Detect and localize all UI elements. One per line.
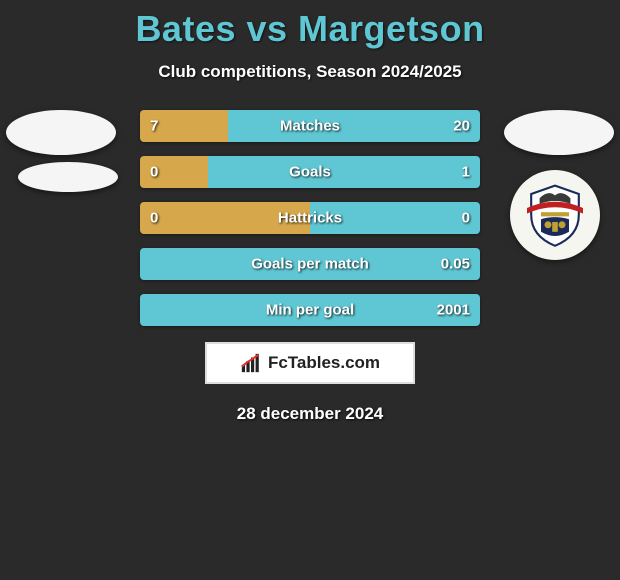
stat-row: Min per goal 2001: [140, 294, 480, 326]
stat-right-value: 2001: [437, 302, 470, 319]
stat-row: 0 Hattricks 0: [140, 202, 480, 234]
stat-left-value: 7: [150, 118, 158, 135]
stat-right-value: 20: [453, 118, 470, 135]
stat-bars: 7 Matches 20 0 Goals 1 0 Hattricks 0 Goals per ma…: [140, 110, 480, 340]
stat-row: 0 Goals 1: [140, 156, 480, 188]
team-a-logo-1: [6, 110, 116, 155]
stat-label: Goals per match: [251, 256, 369, 273]
stat-right-value: 1: [462, 164, 470, 181]
stat-right-value: 0.05: [441, 256, 470, 273]
stat-label: Hattricks: [278, 210, 342, 227]
stat-left-value: 0: [150, 210, 158, 227]
stat-row: 7 Matches 20: [140, 110, 480, 142]
stat-label: Min per goal: [266, 302, 354, 319]
stat-right-value: 0: [462, 210, 470, 227]
chart-icon: [240, 352, 262, 374]
stat-label: Matches: [280, 118, 340, 135]
stat-label: Goals: [289, 164, 331, 181]
date-stamp: 28 december 2024: [237, 404, 384, 424]
team-b-logo-1: [504, 110, 614, 155]
team-b-crest: [510, 170, 600, 260]
crest-icon: [520, 180, 590, 250]
subtitle: Club competitions, Season 2024/2025: [0, 62, 620, 82]
stat-right-segment: [208, 156, 480, 188]
stat-row: Goals per match 0.05: [140, 248, 480, 280]
branding-text: FcTables.com: [268, 353, 380, 373]
branding-badge: FcTables.com: [205, 342, 415, 384]
team-a-logo-2: [18, 162, 118, 192]
stat-right-segment: [228, 110, 480, 142]
page-title: Bates vs Margetson: [0, 0, 620, 50]
stat-left-value: 0: [150, 164, 158, 181]
